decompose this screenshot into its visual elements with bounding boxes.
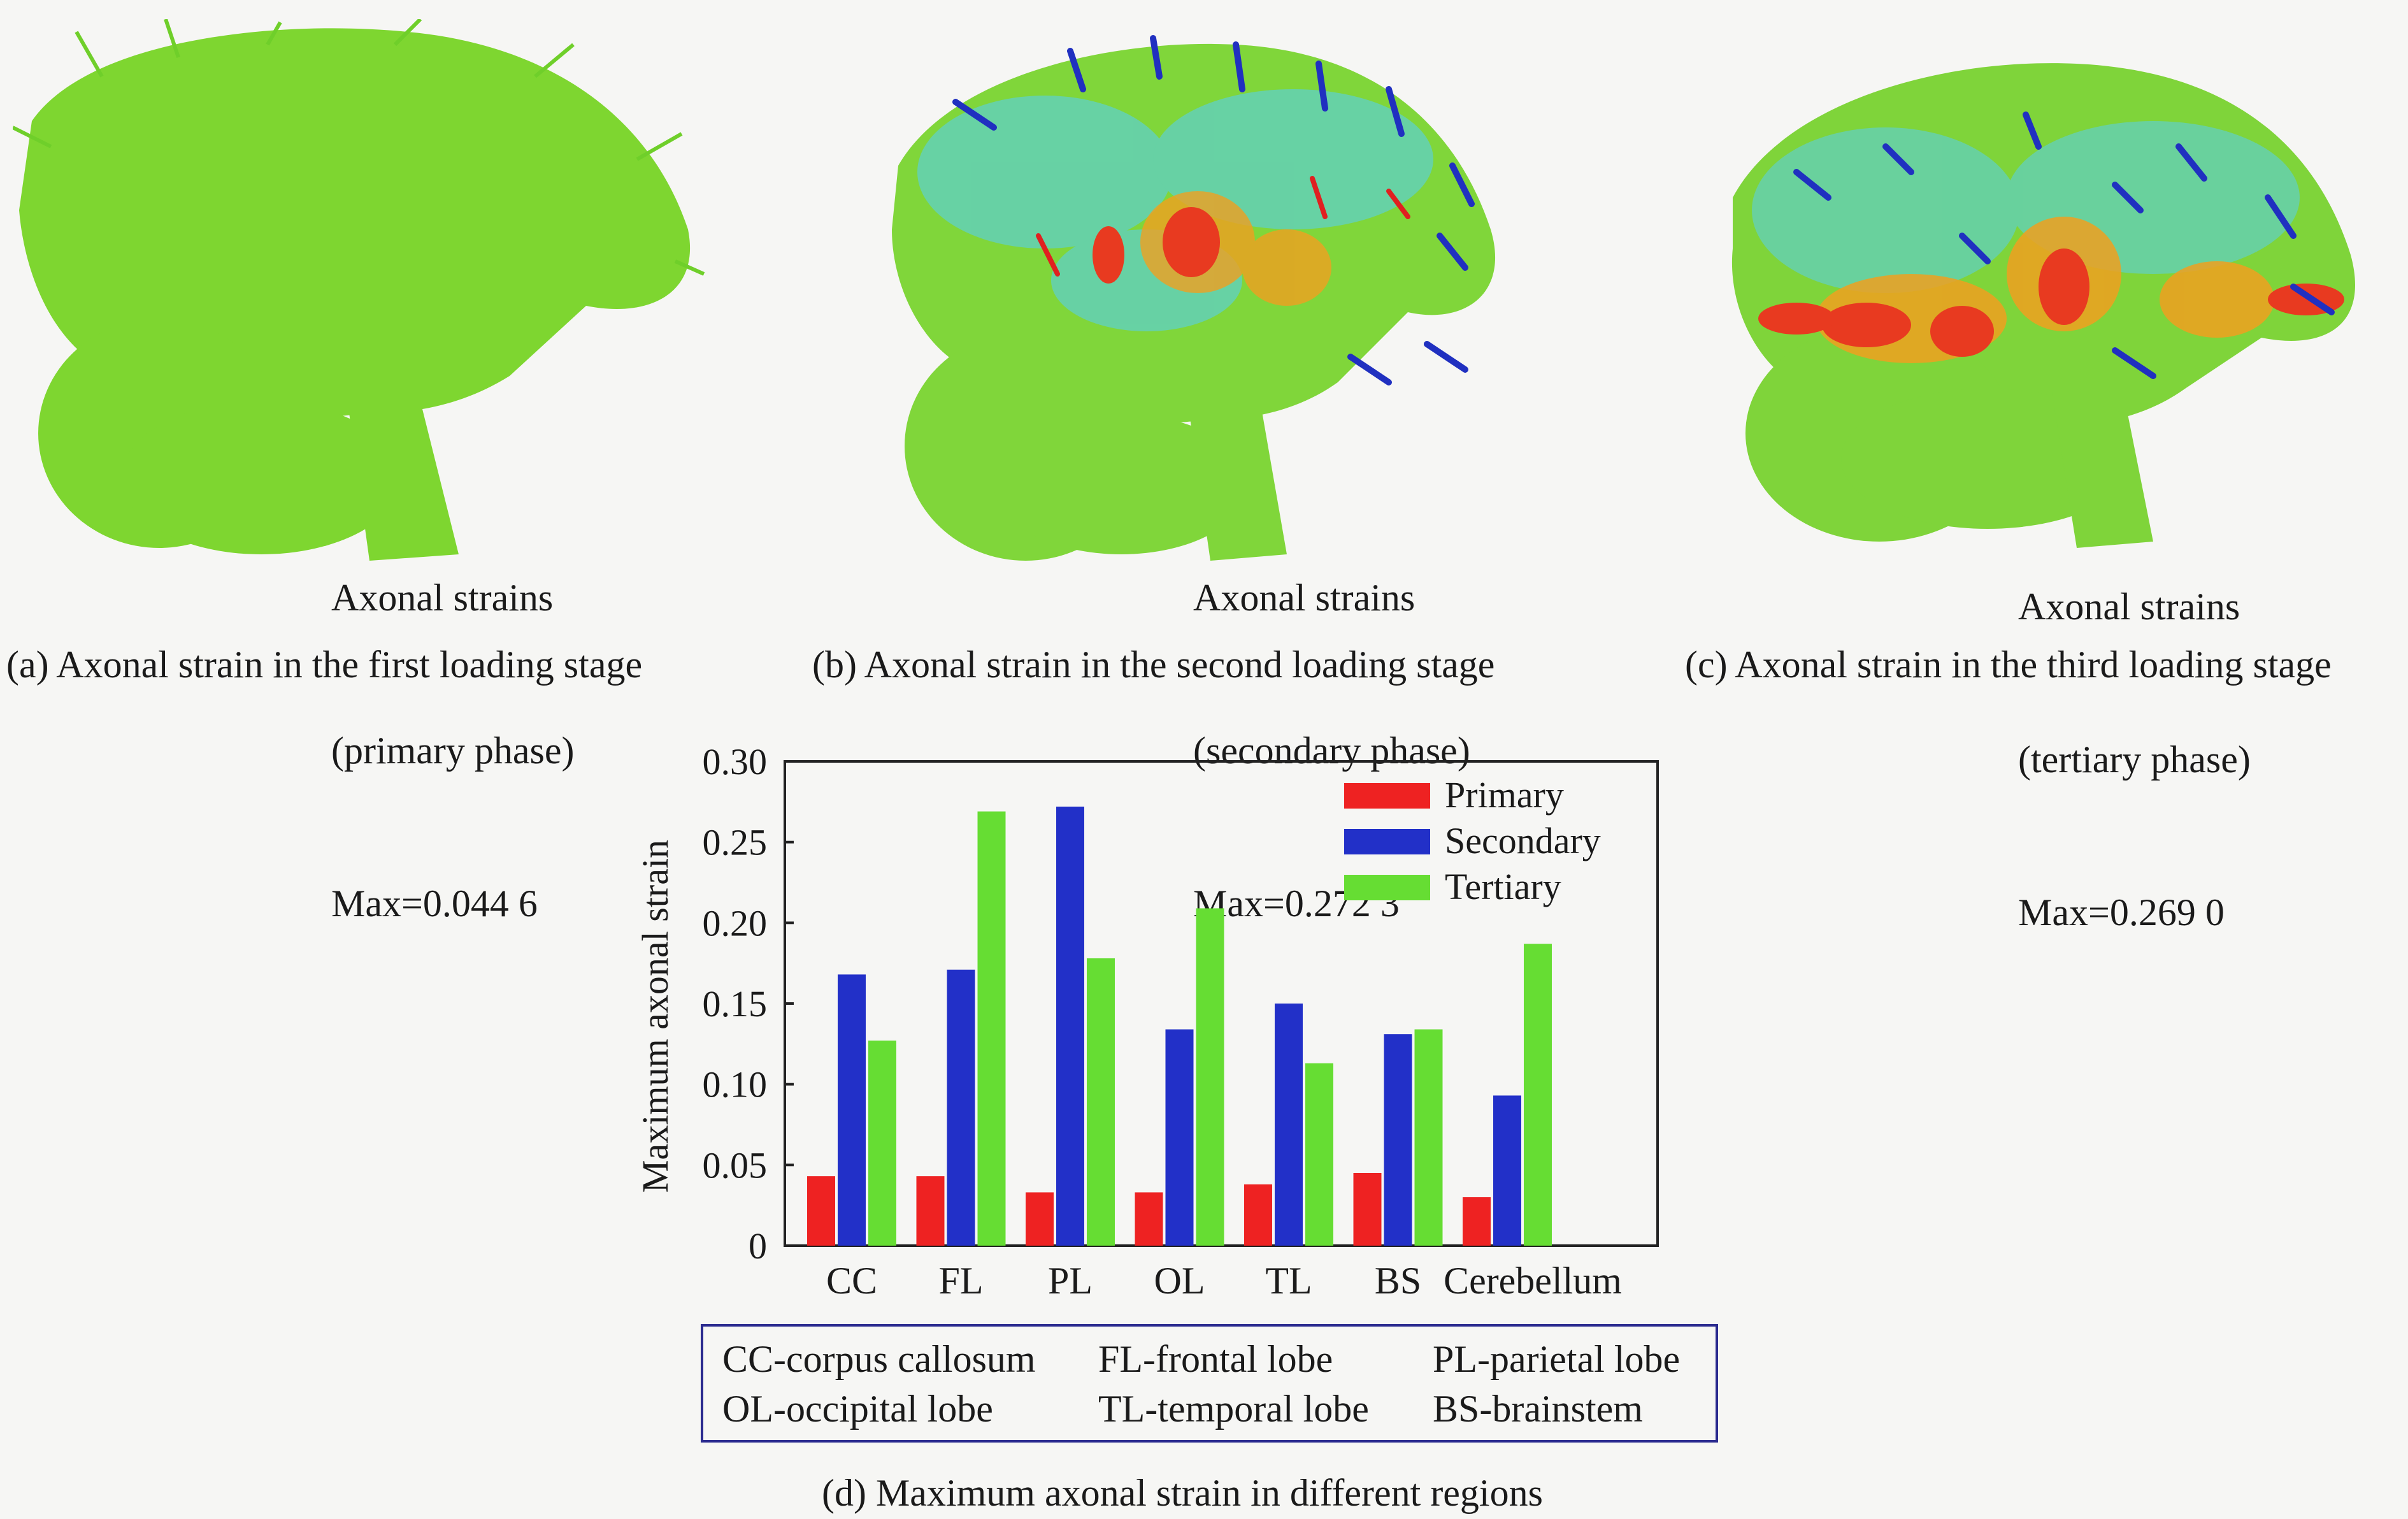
bar-primary-cc: [807, 1176, 835, 1246]
strain-max-c: Max=0.269 0: [2018, 891, 2225, 933]
abbr-cc: CC-corpus callosum: [722, 1338, 1036, 1380]
brain-image-primary: [13, 19, 705, 561]
abbr-pl: PL-parietal lobe: [1433, 1338, 1681, 1380]
abbr-tl: TL-temporal lobe: [1098, 1388, 1369, 1430]
x-tick-label: PL: [1048, 1260, 1093, 1302]
y-tick-label: 0.15: [703, 983, 768, 1025]
y-tick-label: 0.20: [703, 902, 768, 944]
bar-secondary-tl: [1275, 1004, 1303, 1246]
bar-secondary-fl: [947, 969, 975, 1246]
bar-primary-cerebellum: [1463, 1197, 1491, 1246]
bar-primary-fl: [916, 1176, 945, 1246]
bar-primary-tl: [1244, 1184, 1272, 1246]
legend-swatch-primary: [1344, 783, 1430, 809]
y-tick-label: 0.10: [703, 1064, 768, 1105]
bar-secondary-bs: [1384, 1034, 1412, 1246]
bar-tertiary-tl: [1305, 1063, 1333, 1246]
y-tick-label: 0.05: [703, 1144, 768, 1186]
x-tick-label: TL: [1265, 1260, 1312, 1302]
y-axis-label: Maximum axonal strain: [634, 840, 676, 1193]
strain-max-a: Max=0.044 6: [331, 882, 538, 925]
abbr-ol: OL-occipital lobe: [722, 1388, 993, 1430]
strain-phase-c: (tertiary phase): [2018, 738, 2251, 781]
bar-tertiary-pl: [1087, 958, 1115, 1246]
strain-phase-b: (secondary phase): [1193, 730, 1470, 772]
y-tick-label: 0.25: [703, 822, 768, 863]
strain-phase-a: (primary phase): [331, 730, 575, 772]
bar-secondary-pl: [1056, 806, 1084, 1246]
bar-primary-bs: [1353, 1173, 1382, 1246]
strain-title-b: Axonal strains: [1193, 577, 1415, 619]
x-tick-label: OL: [1154, 1260, 1205, 1302]
caption-c: (c) Axonal strain in the third loading s…: [1685, 644, 2332, 686]
bar-secondary-ol: [1165, 1029, 1194, 1246]
y-tick-label: 0: [749, 1225, 767, 1267]
brain-image-tertiary: [1731, 63, 2356, 548]
x-tick-label: BS: [1375, 1260, 1421, 1302]
bar-primary-pl: [1026, 1192, 1054, 1246]
bar-tertiary-ol: [1196, 908, 1224, 1246]
y-tick-label: 0.30: [703, 741, 768, 782]
strain-title-c: Axonal strains: [2018, 586, 2240, 628]
abbr-fl: FL-frontal lobe: [1098, 1338, 1333, 1380]
bar-secondary-cc: [838, 974, 866, 1246]
legend-label-primary: Primary: [1445, 774, 1564, 816]
caption-d: (d) Maximum axonal strain in different r…: [822, 1472, 1543, 1514]
legend-swatch-secondary: [1344, 829, 1430, 854]
abbreviation-box: CC-corpus callosum FL-frontal lobe PL-pa…: [701, 1324, 1718, 1443]
legend-label-secondary: Secondary: [1445, 820, 1601, 861]
bar-tertiary-bs: [1414, 1029, 1443, 1246]
bar-secondary-cerebellum: [1493, 1095, 1521, 1246]
bar-tertiary-cerebellum: [1524, 944, 1552, 1246]
x-tick-label: CC: [826, 1260, 877, 1302]
strain-title-a: Axonal strains: [331, 577, 554, 619]
legend-swatch-tertiary: [1344, 875, 1430, 900]
x-tick-label: FL: [938, 1260, 983, 1302]
caption-a: (a) Axonal strain in the first loading s…: [6, 644, 643, 686]
brain-image-secondary: [892, 35, 1496, 561]
x-tick-label: Cerebellum: [1444, 1260, 1622, 1302]
caption-b: (b) Axonal strain in the second loading …: [812, 644, 1495, 686]
bar-primary-ol: [1135, 1192, 1163, 1246]
abbr-bs: BS-brainstem: [1433, 1388, 1643, 1430]
legend-label-tertiary: Tertiary: [1445, 866, 1561, 907]
bar-tertiary-fl: [977, 811, 1006, 1246]
bar-tertiary-cc: [868, 1040, 896, 1246]
